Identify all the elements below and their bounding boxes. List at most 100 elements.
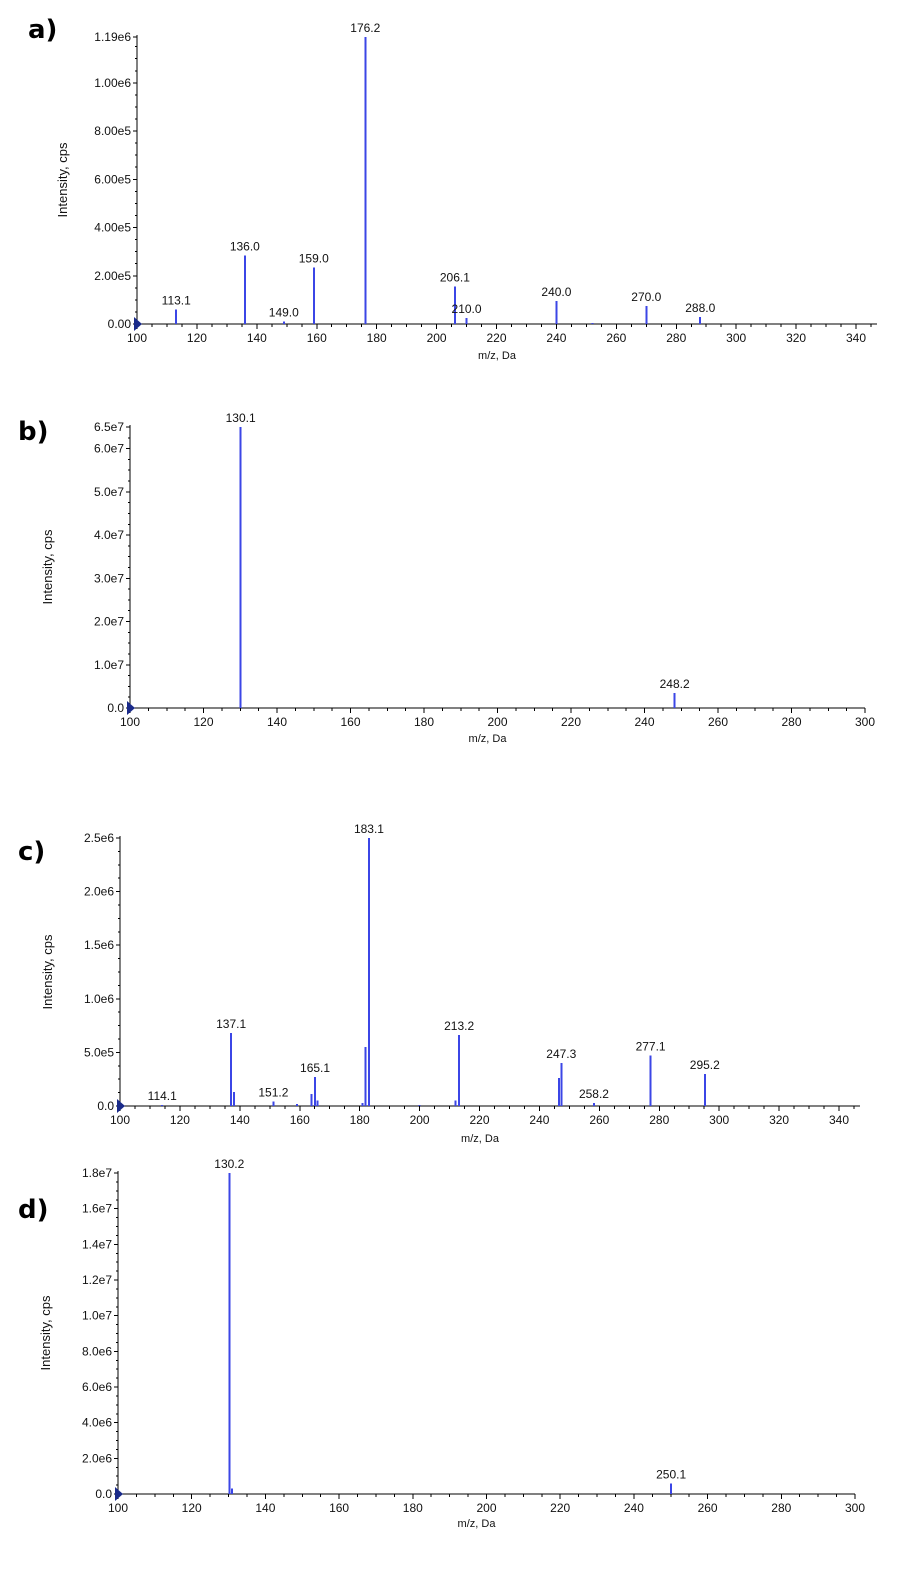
peak-label: 277.1 <box>636 1040 666 1054</box>
x-tick-label: 280 <box>666 331 686 345</box>
x-tick-label: 140 <box>255 1501 275 1515</box>
y-tick-label: 5.0e7 <box>94 485 124 499</box>
x-tick-label: 140 <box>230 1113 250 1127</box>
y-tick-label: 1.4e7 <box>82 1237 112 1251</box>
y-tick-label: 5.0e5 <box>84 1045 114 1059</box>
x-tick-label: 300 <box>709 1113 729 1127</box>
y-tick-label: 2.0e7 <box>94 615 124 629</box>
y-tick-label: 1.0e6 <box>84 992 114 1006</box>
x-tick-label: 200 <box>427 331 447 345</box>
y-tick-label: 2.0e6 <box>82 1451 112 1465</box>
peak-label: 258.2 <box>579 1087 609 1101</box>
y-tick-label: 1.6e7 <box>82 1202 112 1216</box>
y-tick-label: 0.0 <box>97 1099 114 1113</box>
peak-label: 250.1 <box>656 1467 686 1481</box>
x-tick-label: 240 <box>634 715 654 729</box>
x-tick-label: 120 <box>182 1501 202 1515</box>
peak-label: 159.0 <box>299 251 329 265</box>
y-tick-label: 0.00 <box>108 317 132 331</box>
panel-letter: d) <box>18 1195 49 1225</box>
y-tick-label: 2.00e5 <box>94 269 131 283</box>
spectrum-panel-b: b) 0.0 1.0e7 2.0e7 3.0e7 4.0e7 5.0e7 6.0e7 6.5e7… <box>18 411 875 745</box>
y-tick-label: 6.0e7 <box>94 442 124 456</box>
peak-label: 113.1 <box>162 294 191 308</box>
x-tick-label: 260 <box>606 331 626 345</box>
x-axis-title: m/z, Da <box>461 1133 500 1145</box>
peak-label: 137.1 <box>216 1017 246 1031</box>
x-tick-label: 100 <box>108 1501 128 1515</box>
x-tick-label: 100 <box>127 331 147 345</box>
x-tick-label: 160 <box>307 331 327 345</box>
x-tick-label: 180 <box>367 331 387 345</box>
peak-label: 288.0 <box>685 301 715 315</box>
x-tick-label: 220 <box>550 1501 570 1515</box>
peak-label: 240.0 <box>541 285 571 299</box>
x-tick-label: 100 <box>110 1113 130 1127</box>
panel-letter: b) <box>18 417 49 447</box>
peak-label: 206.1 <box>440 271 470 285</box>
peak-label: 151.2 <box>258 1086 288 1100</box>
x-tick-label: 200 <box>410 1113 430 1127</box>
y-axis-title: Intensity, cps <box>40 934 55 1009</box>
x-tick-label: 300 <box>726 331 746 345</box>
origin-marker-icon <box>134 317 142 331</box>
peak-label: 247.3 <box>546 1047 576 1061</box>
y-tick-label: 0.0 <box>107 701 124 715</box>
y-tick-label: 1.0e7 <box>94 658 124 672</box>
y-tick-label: 1.00e6 <box>94 76 131 90</box>
x-tick-label: 120 <box>187 331 207 345</box>
peak-label: 270.0 <box>631 290 661 304</box>
peak-label: 213.2 <box>444 1019 474 1033</box>
y-tick-label: 6.5e7 <box>94 420 124 434</box>
x-tick-label: 240 <box>546 331 566 345</box>
x-tick-label: 260 <box>698 1501 718 1515</box>
y-tick-label: 4.0e6 <box>82 1416 112 1430</box>
y-tick-label: 2.5e6 <box>84 831 114 845</box>
x-tick-label: 260 <box>708 715 728 729</box>
panel-letter: a) <box>28 15 57 45</box>
y-axis-title: Intensity, cps <box>38 1295 53 1370</box>
peak-label: 149.0 <box>269 306 299 320</box>
x-tick-label: 280 <box>649 1113 669 1127</box>
x-tick-label: 320 <box>786 331 806 345</box>
x-tick-label: 140 <box>267 715 287 729</box>
y-tick-label: 4.00e5 <box>94 221 131 235</box>
spectrum-panel-a: a) 0.00 2.00e5 4.00e5 6.00e5 8.00e5 1.00e6 1.19… <box>28 15 877 362</box>
y-tick-label: 3.0e7 <box>94 571 124 585</box>
y-tick-label: 8.0e6 <box>82 1344 112 1358</box>
x-tick-label: 180 <box>403 1501 423 1515</box>
y-axis-title: Intensity, cps <box>40 529 55 604</box>
x-tick-label: 300 <box>855 715 875 729</box>
x-tick-label: 120 <box>193 715 213 729</box>
x-tick-label: 340 <box>829 1113 849 1127</box>
y-tick-label: 4.0e7 <box>94 528 124 542</box>
peak-label: 176.2 <box>350 21 380 35</box>
peak-label: 136.0 <box>230 239 260 253</box>
x-tick-label: 220 <box>561 715 581 729</box>
x-tick-label: 100 <box>120 715 140 729</box>
x-tick-label: 320 <box>769 1113 789 1127</box>
origin-marker-icon <box>127 701 135 715</box>
y-tick-label: 1.2e7 <box>82 1273 112 1287</box>
y-tick-label: 1.19e6 <box>94 30 131 44</box>
x-tick-label: 300 <box>845 1501 865 1515</box>
x-tick-label: 240 <box>624 1501 644 1515</box>
y-tick-label: 6.00e5 <box>94 172 131 186</box>
x-tick-label: 280 <box>781 715 801 729</box>
peak-label: 165.1 <box>300 1061 330 1075</box>
y-axis-title: Intensity, cps <box>55 142 70 217</box>
spectrum-panel-c: c) 0.0 5.0e5 1.0e6 1.5e6 2.0e6 2.5e6 100 120 140 1… <box>18 822 860 1145</box>
x-tick-label: 200 <box>476 1501 496 1515</box>
peak-label: 114.1 <box>148 1089 177 1103</box>
spectrum-panel-d: d) 0.0 2.0e6 4.0e6 6.0e6 8.0e6 1.0e7 1.2e7 1.4e7… <box>18 1157 865 1530</box>
x-tick-label: 240 <box>529 1113 549 1127</box>
y-tick-label: 8.00e5 <box>94 124 131 138</box>
peak-label: 248.2 <box>660 677 690 691</box>
x-tick-label: 220 <box>469 1113 489 1127</box>
origin-marker-icon <box>115 1487 123 1501</box>
x-tick-label: 180 <box>414 715 434 729</box>
x-tick-label: 160 <box>340 715 360 729</box>
peak-label: 210.0 <box>452 302 482 316</box>
x-tick-label: 180 <box>350 1113 370 1127</box>
